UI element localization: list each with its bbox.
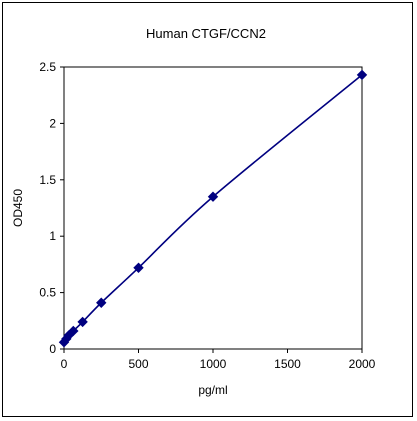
series-line xyxy=(63,74,363,343)
y-tick-label: 0.5 xyxy=(39,286,56,300)
y-tick-label: 0 xyxy=(49,342,56,356)
data-point xyxy=(77,316,88,328)
chart-frame xyxy=(2,2,413,417)
y-tick-label: 2.5 xyxy=(39,60,56,74)
y-tick-label: 1 xyxy=(49,229,56,243)
x-tick-label: 0 xyxy=(61,357,68,371)
x-tick-label: 500 xyxy=(128,357,148,371)
y-tick-label: 1.5 xyxy=(39,173,56,187)
data-point xyxy=(133,262,144,273)
plot-area xyxy=(63,66,363,350)
y-axis-label: OD450 xyxy=(11,189,25,227)
data-point xyxy=(68,325,79,337)
data-point xyxy=(96,297,107,308)
y-tick-label: 2 xyxy=(49,116,56,130)
y-axis-ticks: 0 0.5 1 1.5 2 2.5 xyxy=(39,60,64,356)
x-tick-label: 2000 xyxy=(349,357,376,371)
chart-title: Human CTGF/CCN2 xyxy=(146,26,266,41)
x-axis-label: pg/ml xyxy=(198,383,227,397)
data-point xyxy=(356,69,368,81)
data-point xyxy=(207,191,219,202)
series-markers xyxy=(58,69,368,348)
x-tick-label: 1500 xyxy=(274,357,301,371)
x-axis-ticks: 0 500 1000 1500 2000 xyxy=(61,349,376,371)
x-tick-label: 1000 xyxy=(200,357,227,371)
